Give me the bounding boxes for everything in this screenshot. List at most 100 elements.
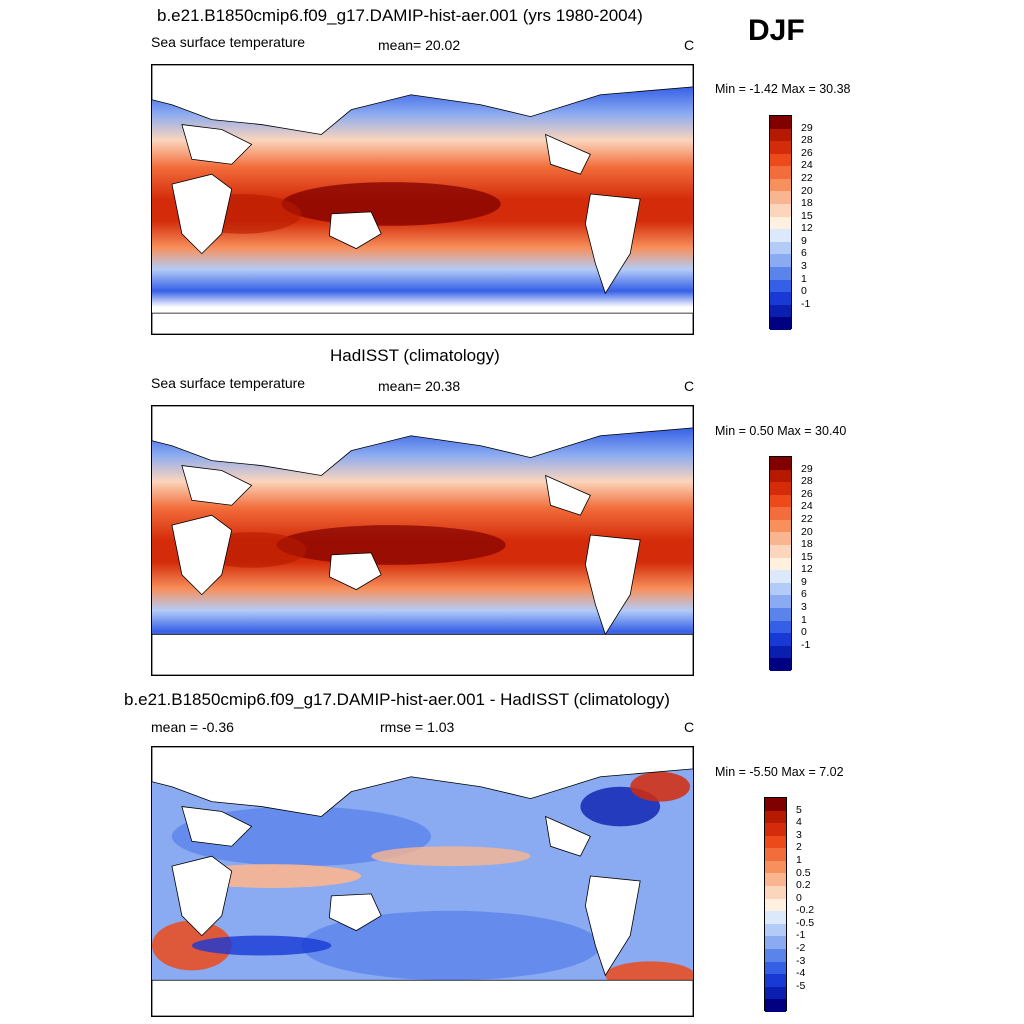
panel-3-colorbar-tick-label: 1 bbox=[796, 853, 802, 866]
panel-1-colorbar-tick-label: 6 bbox=[801, 247, 807, 260]
panel-1-colorbar-swatch bbox=[770, 317, 791, 330]
panel-2-colorbar-tick-label: 9 bbox=[801, 575, 807, 588]
panel-2-mean-label: mean= 20.38 bbox=[378, 378, 461, 394]
panel-3-colorbar-swatch bbox=[765, 961, 786, 975]
panel-1-colorbar-swatch bbox=[770, 204, 791, 217]
panel-3-colorbar-swatch bbox=[765, 860, 786, 874]
panel-2-colorbar-swatches bbox=[769, 456, 792, 671]
panel-2-map bbox=[151, 405, 694, 676]
panel-3-title: b.e21.B1850cmip6.f09_g17.DAMIP-hist-aer.… bbox=[124, 690, 670, 709]
panel-3-colorbar-tick-label: 0 bbox=[796, 891, 802, 904]
panel-2-colorbar-swatch bbox=[770, 595, 791, 608]
panel-3-colorbar-tick-label: -1 bbox=[796, 929, 806, 942]
panel-1-colorbar-tick-label: -1 bbox=[801, 297, 811, 310]
panel-2-continents bbox=[152, 406, 693, 675]
panel-1-colorbar-swatch bbox=[770, 141, 791, 154]
panel-1-colorbar-tick-label: 1 bbox=[801, 272, 807, 285]
panel-2-colorbar-tick-label: 12 bbox=[801, 563, 813, 576]
panel-1-colorbar-tick-label: 15 bbox=[801, 209, 813, 222]
panel-3-colorbar-tick-label: -2 bbox=[796, 942, 806, 955]
panel-1-mean-label: mean= 20.02 bbox=[378, 37, 461, 53]
panel-3-colorbar-swatch bbox=[765, 835, 786, 849]
panel-1-colorbar-swatch bbox=[770, 254, 791, 267]
panel-2-colorbar-tick-label: 1 bbox=[801, 613, 807, 626]
panel-3-colorbar-tick-label: -3 bbox=[796, 954, 806, 967]
panel-1-colorbar-tick-label: 9 bbox=[801, 234, 807, 247]
panel-3-colorbar-swatch bbox=[765, 898, 786, 912]
panel-2-colorbar-tick-label: -1 bbox=[801, 638, 811, 651]
panel-3-continents bbox=[152, 747, 693, 1016]
panel-1-colorbar-swatch bbox=[770, 178, 791, 192]
panel-3-minmax: Min = -5.50 Max = 7.02 bbox=[715, 765, 844, 779]
panel-1-colorbar-swatch bbox=[770, 229, 791, 242]
panel-3-colorbar-tick-label: 0.2 bbox=[796, 879, 811, 892]
panel-2-colorbar-swatch bbox=[770, 494, 791, 508]
panel-2-colorbar-swatch bbox=[770, 507, 791, 520]
panel-1-colorbar-swatches bbox=[769, 115, 792, 330]
panel-3-difference-field bbox=[152, 747, 693, 1016]
panel-2-colorbar-tick-label: 29 bbox=[801, 462, 813, 475]
panel-1-colorbar-swatch bbox=[770, 116, 791, 129]
panel-1-colorbar-swatch bbox=[770, 216, 791, 230]
panel-1-minmax: Min = -1.42 Max = 30.38 bbox=[715, 82, 851, 96]
panel-3-colorbar-swatch bbox=[765, 848, 786, 861]
panel-2-colorbar-tick-label: 0 bbox=[801, 626, 807, 639]
panel-3-map bbox=[151, 746, 694, 1017]
panel-1-title: b.e21.B1850cmip6.f09_g17.DAMIP-hist-aer.… bbox=[157, 6, 643, 25]
panel-2-colorbar-swatch bbox=[770, 570, 791, 583]
panel-3-colorbar-swatch bbox=[765, 936, 786, 949]
panel-3-units-label: C bbox=[684, 719, 695, 735]
panel-2-units-label: C bbox=[684, 378, 695, 394]
panel-1-map bbox=[151, 64, 694, 335]
panel-2-colorbar-tick-label: 22 bbox=[801, 512, 813, 525]
panel-1-colorbar-swatch bbox=[770, 166, 791, 179]
panel-1-colorbar-swatch bbox=[770, 241, 791, 255]
panel-1-colorbar-tick-label: 12 bbox=[801, 222, 813, 235]
panel-2-minmax: Min = 0.50 Max = 30.40 bbox=[715, 424, 847, 438]
panel-1-colorbar-swatch bbox=[770, 279, 791, 293]
panel-3-colorbar-tick-label: 3 bbox=[796, 828, 802, 841]
panel-3-colorbar-swatch bbox=[765, 974, 786, 987]
panel-1-colorbar-tick-label: 24 bbox=[801, 159, 813, 172]
panel-1-colorbar-swatch bbox=[770, 153, 791, 167]
panel-3-colorbar-swatch bbox=[765, 886, 786, 899]
panel-1-colorbar-swatch bbox=[770, 266, 791, 280]
panel-1-variable-label: Sea surface temperature bbox=[151, 34, 306, 50]
panel-1-colorbar-swatch bbox=[770, 292, 791, 305]
panel-1-colorbar-tick-label: 18 bbox=[801, 197, 813, 210]
panel-3-colorbar-swatch bbox=[765, 823, 786, 836]
panel-3-colorbar-tick-label: -0.5 bbox=[796, 916, 815, 929]
panel-1-sst-field bbox=[152, 65, 693, 334]
panel-2-variable-label: Sea surface temperature bbox=[151, 375, 306, 391]
panel-1-continents bbox=[152, 65, 693, 334]
panel-2-colorbar-swatch bbox=[770, 545, 791, 558]
panel-3-mean-label: mean = -0.36 bbox=[151, 719, 234, 735]
panel-2-colorbar-tick-label: 15 bbox=[801, 550, 813, 563]
panel-3-colorbar-swatch bbox=[765, 999, 786, 1012]
panel-2-colorbar-swatch bbox=[770, 469, 791, 483]
panel-3-colorbar-tick-label: 4 bbox=[796, 816, 802, 829]
panel-1-colorbar-tick-label: 28 bbox=[801, 134, 813, 147]
panel-3-colorbar-tick-label: 5 bbox=[796, 803, 802, 816]
panel-2-colorbar-swatch bbox=[770, 557, 791, 571]
panel-2-colorbar-swatch bbox=[770, 607, 791, 621]
panel-2-colorbar-tick-label: 18 bbox=[801, 538, 813, 551]
panel-3-colorbar-tick-label: -0.2 bbox=[796, 904, 815, 917]
panel-3-colorbar-swatch bbox=[765, 798, 786, 811]
panel-2-colorbar-swatch bbox=[770, 620, 791, 634]
panel-3-colorbar-swatch bbox=[765, 986, 786, 1000]
panel-2-colorbar-tick-label: 20 bbox=[801, 525, 813, 538]
panel-2-colorbar-swatch bbox=[770, 519, 791, 533]
panel-3-colorbar-tick-label: 0.5 bbox=[796, 866, 811, 879]
panel-3-colorbar-swatch bbox=[765, 923, 786, 937]
panel-3-colorbar-swatches bbox=[764, 797, 787, 1012]
panel-3-colorbar-swatch bbox=[765, 948, 786, 962]
panel-1-colorbar-tick-label: 3 bbox=[801, 260, 807, 273]
panel-1-colorbar-tick-label: 29 bbox=[801, 121, 813, 134]
panel-2-colorbar-swatch bbox=[770, 482, 791, 495]
panel-1-units-label: C bbox=[684, 37, 695, 53]
panel-2-colorbar-tick-label: 28 bbox=[801, 475, 813, 488]
panel-3-colorbar-swatch bbox=[765, 911, 786, 924]
panel-2-colorbar-tick-label: 6 bbox=[801, 588, 807, 601]
panel-3-colorbar-swatch bbox=[765, 873, 786, 887]
